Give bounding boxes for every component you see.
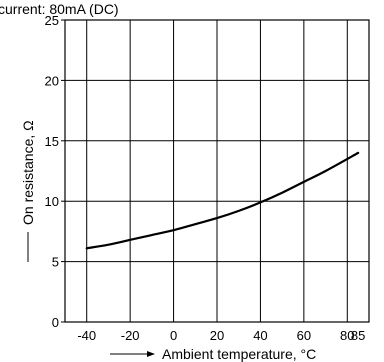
grid-lines [65,20,369,322]
x-tick-label: 40 [253,328,267,343]
y-axis-label: On resistance, Ω [20,120,36,225]
y-tick-label: 5 [52,255,59,270]
x-axis-label: Ambient temperature, °C [162,346,316,362]
y-tick-label: 20 [45,73,59,88]
y-tick-label: 15 [45,134,59,149]
x-axis-label-group: Ambient temperature, °C [110,346,316,362]
y-tick-label: 25 [45,13,59,28]
x-tick-label: 20 [210,328,224,343]
x-tick-label: 0 [170,328,177,343]
plot-frame [61,19,370,323]
y-axis-label-group: On resistance, Ω [20,120,36,262]
chart-title: current: 80mA (DC) [0,1,119,17]
series-lines [85,151,360,250]
x-tick-label: -40 [77,328,96,343]
x-tick-label: -20 [121,328,140,343]
y-tick-label: 0 [52,315,59,330]
on-resistance-curve [85,151,360,250]
plot-border [64,19,370,323]
y-tick-label: 10 [45,194,59,209]
x-tick-label: 80 [340,328,354,343]
x-tick-label: 60 [297,328,311,343]
x-axis-arrowhead [147,351,155,357]
x-tick-label: 85 [351,328,365,343]
